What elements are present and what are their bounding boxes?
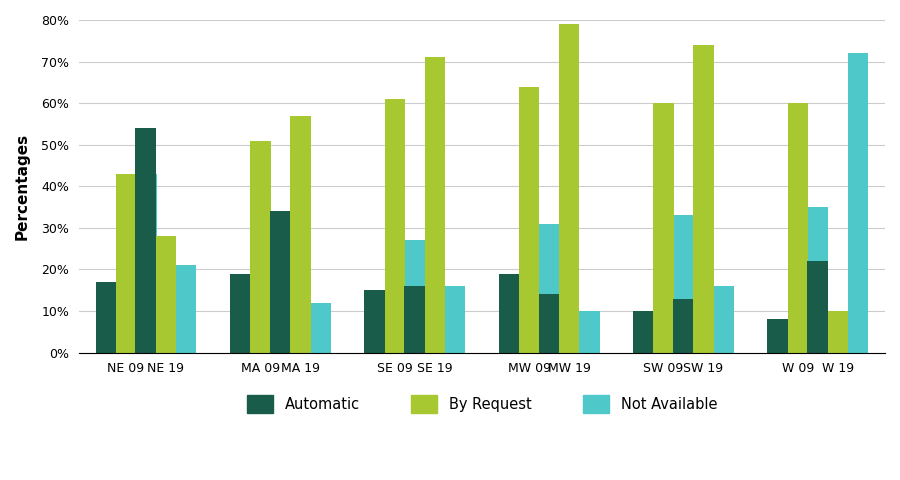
Bar [633, 311, 653, 353]
Bar [674, 216, 694, 353]
Bar [714, 286, 734, 353]
Bar [116, 174, 136, 353]
Bar [405, 240, 426, 353]
Bar [384, 99, 405, 353]
Bar [807, 261, 828, 353]
Bar [250, 141, 271, 353]
Bar [425, 58, 445, 353]
Bar [156, 236, 176, 353]
Bar [538, 294, 559, 353]
Bar [136, 128, 156, 353]
Y-axis label: Percentages: Percentages [15, 133, 30, 240]
Bar [580, 311, 599, 353]
Bar [364, 290, 384, 353]
Bar [693, 45, 714, 353]
Bar [653, 103, 674, 353]
Bar [310, 303, 331, 353]
Bar [559, 24, 580, 353]
Bar [499, 274, 519, 353]
Bar [270, 211, 290, 353]
Bar [445, 286, 465, 353]
Bar [404, 286, 425, 353]
Bar [95, 282, 116, 353]
Bar [539, 224, 560, 353]
Bar [176, 265, 196, 353]
Bar [808, 207, 828, 353]
Bar [788, 103, 808, 353]
Bar [768, 319, 788, 353]
Bar [828, 311, 848, 353]
Bar [290, 116, 310, 353]
Bar [271, 211, 291, 353]
Bar [848, 53, 868, 353]
Bar [230, 274, 250, 353]
Bar [673, 299, 693, 353]
Legend: Automatic, By Request, Not Available: Automatic, By Request, Not Available [241, 389, 723, 419]
Bar [519, 86, 539, 353]
Bar [136, 174, 157, 353]
